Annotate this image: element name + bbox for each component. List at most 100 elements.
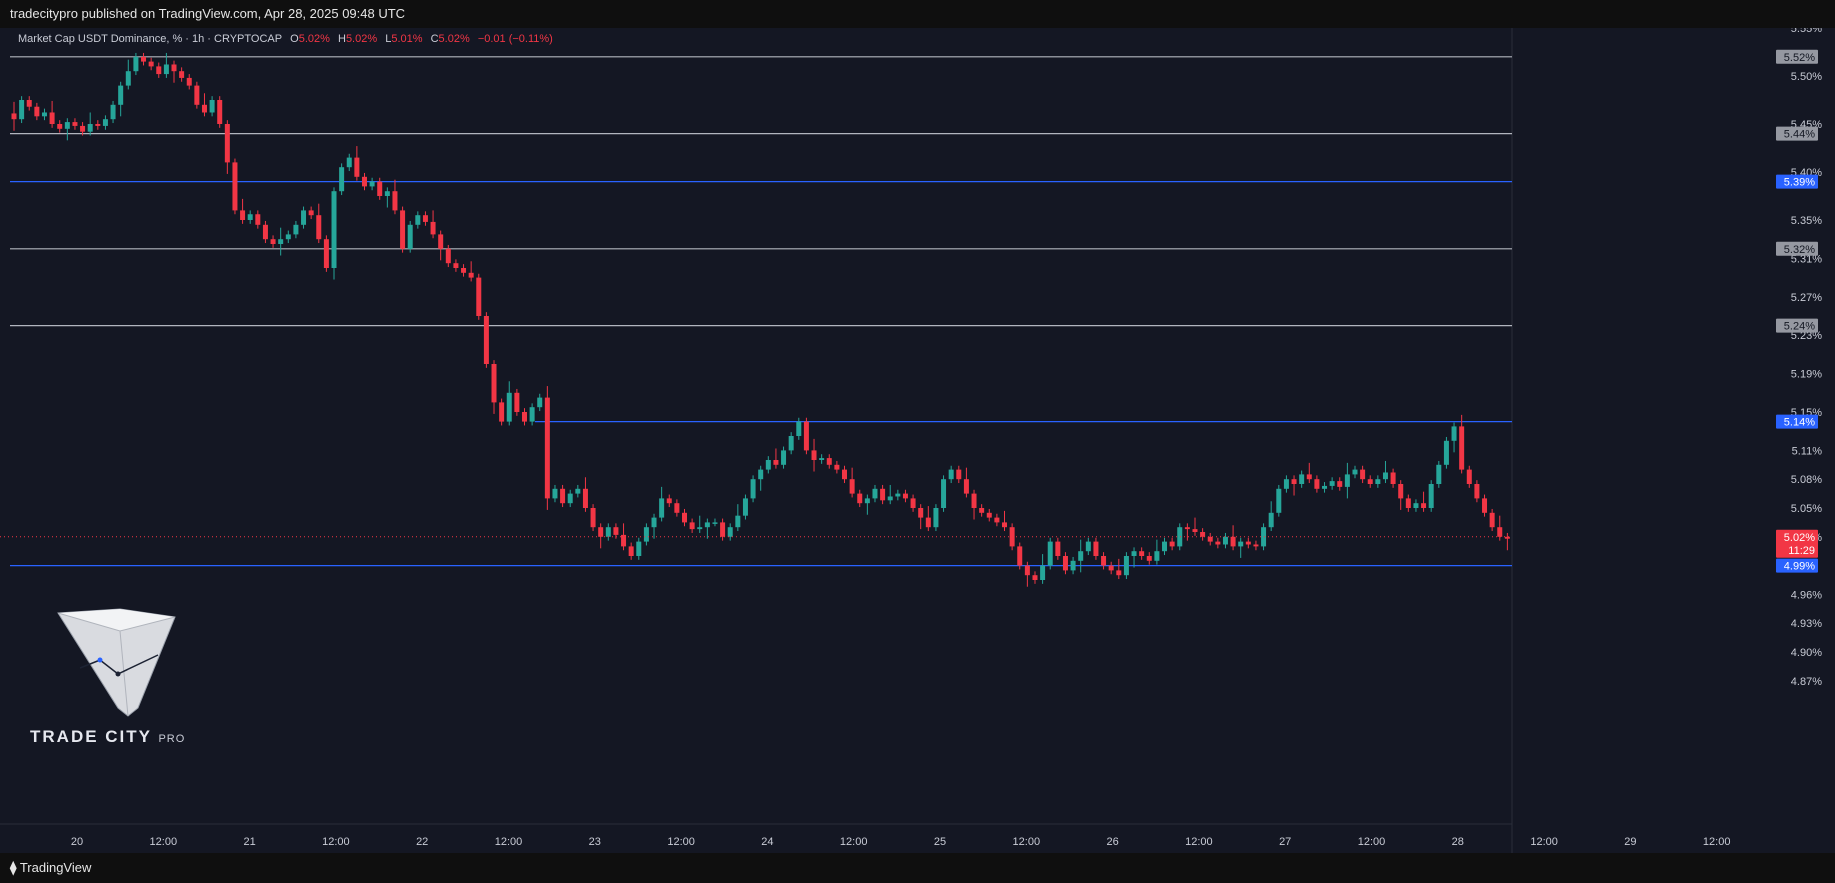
y-tick-label: 4.93% bbox=[1791, 618, 1822, 630]
candle-body bbox=[842, 469, 848, 480]
x-tick-label: 29 bbox=[1624, 836, 1636, 848]
candle-body bbox=[331, 191, 337, 268]
candle-body bbox=[11, 113, 17, 120]
footer-brand[interactable]: TradingView bbox=[19, 860, 92, 875]
candle-body bbox=[1154, 551, 1160, 561]
tradingview-logo-icon[interactable]: ⧫ bbox=[10, 860, 17, 875]
candle-body bbox=[514, 392, 520, 412]
candle-body bbox=[232, 162, 238, 211]
candle-body bbox=[720, 522, 726, 537]
candle-body bbox=[1352, 469, 1358, 475]
x-tick-label: 12:00 bbox=[495, 836, 523, 848]
change-value: −0.01 (−0.11%) bbox=[477, 33, 553, 45]
candle-body bbox=[354, 157, 360, 177]
level-label: 5.52% bbox=[1784, 52, 1815, 64]
open-value: 5.02% bbox=[298, 33, 330, 45]
chart-area[interactable]: 5.55% 5.50% 5.45% 5.40% 5.35% 5.31% 5.27% 5.23%… bbox=[0, 28, 1835, 853]
candle-body bbox=[1017, 546, 1023, 566]
y-tick-label: 5.27% bbox=[1791, 292, 1822, 304]
candle-body bbox=[255, 214, 261, 225]
candle-body bbox=[72, 122, 78, 126]
open-label: O bbox=[290, 33, 299, 45]
candle-body bbox=[971, 493, 977, 508]
candle-body bbox=[171, 64, 177, 72]
level-tag bbox=[1776, 49, 1818, 64]
candle-body bbox=[1428, 484, 1434, 508]
candle-body bbox=[605, 527, 611, 537]
y-tick-label: 5.11% bbox=[1792, 445, 1823, 457]
candle-body bbox=[872, 488, 878, 499]
y-tick-label: 5.50% bbox=[1791, 71, 1822, 83]
x-tick-label: 12:00 bbox=[150, 836, 178, 848]
candle-body bbox=[1146, 556, 1152, 561]
candle-body bbox=[750, 479, 756, 499]
candle-body bbox=[179, 71, 185, 78]
y-tick-label: 4.90% bbox=[1791, 647, 1822, 659]
candle-body bbox=[240, 210, 246, 220]
level-label: 5.24% bbox=[1784, 321, 1815, 333]
candle-body bbox=[316, 215, 322, 240]
x-tick-label: 27 bbox=[1279, 836, 1291, 848]
candle-body bbox=[430, 221, 436, 235]
candle-body bbox=[1169, 541, 1175, 547]
candle-body bbox=[651, 517, 657, 528]
candle-body bbox=[1413, 503, 1419, 508]
symbol-legend: Market Cap USDT Dominance, % · 1h · CRYP… bbox=[18, 33, 553, 45]
candle-body bbox=[1459, 426, 1465, 470]
x-tick-label: 28 bbox=[1452, 836, 1464, 848]
x-tick-label: 26 bbox=[1106, 836, 1118, 848]
candle-body bbox=[415, 215, 421, 225]
candle-body bbox=[1040, 565, 1046, 580]
x-tick-label: 22 bbox=[416, 836, 428, 848]
candle-body bbox=[773, 460, 779, 465]
level-label: 5.32% bbox=[1784, 244, 1815, 256]
candle-body bbox=[1337, 481, 1343, 487]
level-label: 5.14% bbox=[1784, 417, 1815, 429]
x-tick-label: 24 bbox=[761, 836, 773, 848]
candle-body bbox=[537, 397, 543, 408]
publisher-line: tradecitypro published on TradingView.co… bbox=[10, 6, 406, 21]
level-label: 5.39% bbox=[1784, 177, 1815, 189]
candle-body bbox=[278, 239, 284, 244]
close-value: 5.02% bbox=[438, 33, 470, 45]
candle-body bbox=[1436, 464, 1442, 484]
candle-body bbox=[1207, 536, 1213, 542]
candle-body bbox=[1139, 551, 1145, 556]
y-tick-label: 5.35% bbox=[1791, 215, 1822, 227]
candle-body bbox=[910, 498, 916, 508]
candle-body bbox=[461, 268, 467, 273]
candle-body bbox=[1405, 498, 1411, 508]
candle-body bbox=[727, 527, 733, 537]
candle-body bbox=[483, 316, 489, 364]
candle-body bbox=[1200, 532, 1206, 537]
symbol-name[interactable]: Market Cap USDT Dominance, % · 1h · CRYP… bbox=[18, 33, 283, 45]
candle-body bbox=[1085, 541, 1091, 552]
candle-body bbox=[64, 122, 70, 129]
y-tick-label: 5.31% bbox=[1791, 253, 1822, 265]
candle-body bbox=[110, 104, 116, 120]
candle-body bbox=[1253, 544, 1259, 547]
candle-body bbox=[1222, 536, 1228, 545]
candle-body bbox=[57, 124, 63, 129]
candle-body bbox=[956, 469, 962, 480]
candle-body bbox=[453, 263, 459, 268]
candle-body bbox=[1108, 565, 1114, 571]
candle-body bbox=[1192, 529, 1198, 532]
candle-body bbox=[1344, 474, 1350, 487]
candle-body bbox=[925, 517, 931, 528]
level-tag bbox=[1776, 318, 1818, 333]
x-tick-label: 23 bbox=[589, 836, 601, 848]
last-price-label: 5.02% bbox=[1784, 532, 1815, 544]
candle-body bbox=[758, 469, 764, 480]
candle-body bbox=[1504, 536, 1510, 539]
candle-body bbox=[224, 124, 230, 163]
y-tick-label: 4.96% bbox=[1791, 589, 1822, 601]
candle-body bbox=[1299, 474, 1305, 484]
candle-body bbox=[864, 498, 870, 504]
candle-body bbox=[201, 104, 207, 113]
candle-body bbox=[941, 479, 947, 508]
candle-body bbox=[102, 119, 108, 126]
candle-body bbox=[468, 272, 474, 278]
candle-body bbox=[1390, 472, 1396, 484]
chart-svg[interactable]: 5.55%5.50%5.45%5.40%5.35%5.31%5.27%5.23%… bbox=[0, 28, 1835, 853]
